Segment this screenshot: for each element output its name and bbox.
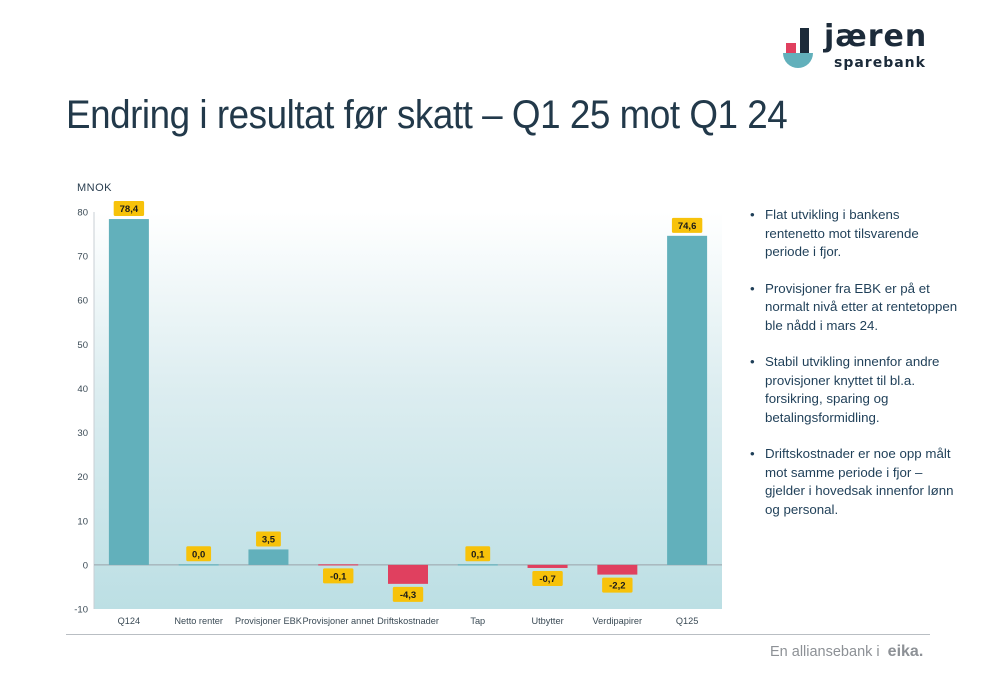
- data-label: 0,1: [465, 546, 491, 562]
- waterfall-chart: 80 70 60 50 40 30 20 10 0 -10 78,4 0,0 3,5 -0,1 -4,3 0…: [74, 201, 722, 626]
- y-tick-label: 30: [77, 428, 88, 439]
- bar-provisjoner-ebk: [248, 549, 289, 565]
- y-tick-label: 20: [77, 472, 88, 483]
- bullet-item: Flat utvikling i bankens rentenetto mot …: [750, 206, 960, 262]
- y-tick-label: 50: [77, 340, 88, 351]
- plot-area: [94, 212, 722, 609]
- x-tick-label: Provisjoner EBK: [235, 616, 303, 626]
- y-tick-label: -10: [74, 605, 88, 616]
- svg-text:-0,1: -0,1: [330, 571, 347, 582]
- y-tick-label: 80: [77, 208, 88, 219]
- x-tick-label: Tap: [470, 616, 485, 626]
- data-label: -0,1: [323, 568, 354, 584]
- page-title: Endring i resultat før skatt – Q1 25 mot…: [66, 93, 788, 137]
- svg-text:-0,7: -0,7: [539, 574, 555, 585]
- y-axis-unit-label: MNOK: [77, 182, 112, 194]
- x-tick-label: Q124: [118, 616, 140, 626]
- data-label: 78,4: [113, 201, 145, 217]
- eika-logo: eika.: [887, 643, 924, 660]
- x-tick-label: Provisjoner annet: [302, 616, 374, 626]
- svg-text:-4,3: -4,3: [400, 590, 416, 601]
- bar-driftskostnader: [388, 564, 428, 584]
- svg-text:74,6: 74,6: [678, 221, 697, 232]
- data-label: 74,6: [671, 217, 703, 233]
- y-tick-label: 70: [77, 252, 88, 263]
- data-label: 3,5: [256, 531, 281, 547]
- data-label: -2,2: [602, 577, 633, 593]
- data-label: -4,3: [392, 586, 424, 602]
- footer-divider: [66, 634, 930, 635]
- logo-mark-icon: [783, 28, 813, 68]
- y-tick-label: 40: [77, 384, 88, 395]
- x-tick-label: Q125: [676, 616, 698, 626]
- bar-provisjoner-annet: [318, 564, 359, 566]
- bullet-item: Provisjoner fra EBK er på et normalt niv…: [750, 280, 960, 336]
- jaeren-sparebank-logo: jæren sparebank: [782, 20, 942, 74]
- bar-netto-renter: [178, 564, 219, 566]
- y-tick-label: 10: [77, 516, 88, 527]
- footer-text: En alliansebank i: [770, 644, 880, 660]
- bullet-item: Stabil utvikling innenfor andre provisjo…: [750, 353, 960, 427]
- svg-text:0,1: 0,1: [471, 549, 485, 560]
- bar-q124: [108, 219, 149, 565]
- x-tick-label: Verdipapirer: [593, 616, 643, 626]
- commentary-list: Flat utvikling i bankens rentenetto mot …: [750, 206, 960, 537]
- bar-q125: [667, 235, 708, 565]
- svg-text:78,4: 78,4: [120, 204, 139, 215]
- y-tick-label: 60: [77, 296, 88, 307]
- bullet-item: Driftskostnader er noe opp målt mot samm…: [750, 445, 960, 519]
- footer: En alliansebank i eika.: [770, 643, 923, 661]
- bar-verdipapirer: [597, 564, 638, 575]
- bar-utbytter: [527, 564, 568, 568]
- bar-tap: [457, 564, 498, 566]
- x-tick-label: Netto renter: [174, 616, 223, 626]
- data-label: 0,0: [186, 546, 212, 562]
- svg-text:0,0: 0,0: [192, 549, 205, 560]
- logo-subtitle: sparebank: [834, 55, 926, 71]
- x-tick-label: Utbytter: [531, 616, 563, 626]
- svg-text:3,5: 3,5: [262, 534, 276, 545]
- data-label: -0,7: [532, 570, 563, 586]
- logo-wordmark: jæren: [824, 19, 928, 54]
- y-tick-label: 0: [83, 560, 88, 571]
- svg-text:-2,2: -2,2: [609, 581, 625, 592]
- x-tick-label: Driftskostnader: [377, 616, 439, 626]
